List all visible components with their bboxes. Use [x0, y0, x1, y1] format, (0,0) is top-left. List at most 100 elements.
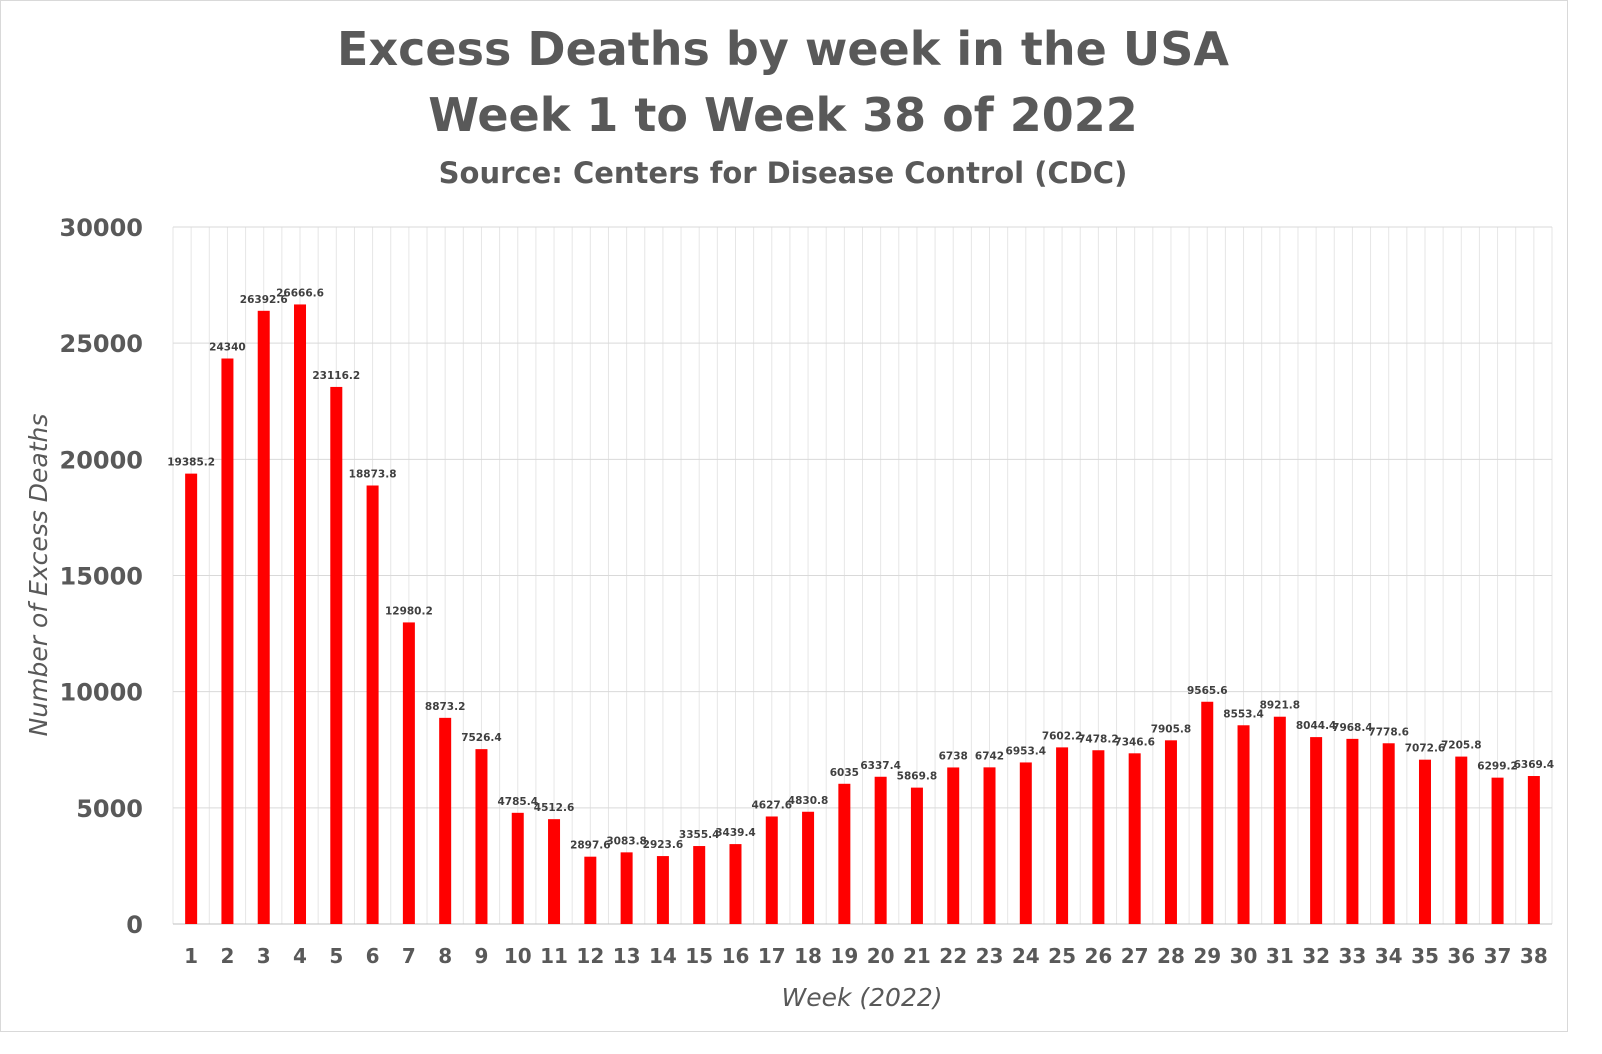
chart-subtitle: Week 1 to Week 38 of 2022	[428, 88, 1138, 142]
bar-week-11	[548, 819, 561, 924]
x-tick-label: 5	[329, 944, 343, 968]
bar-week-6	[366, 485, 379, 924]
chart-title: Excess Deaths by week in the USA	[337, 22, 1229, 76]
x-tick-label: 32	[1302, 944, 1330, 968]
bar-week-29	[1201, 701, 1214, 924]
bar-week-14	[656, 856, 669, 924]
x-tick-label: 36	[1447, 944, 1475, 968]
x-tick-label: 9	[474, 944, 488, 968]
bar-week-7	[402, 622, 415, 924]
bar-week-8	[439, 717, 452, 924]
x-tick-label: 25	[1048, 944, 1076, 968]
x-tick-label: 11	[540, 944, 568, 968]
bar-week-2	[221, 358, 234, 924]
bar-week-4	[294, 304, 307, 924]
x-tick-label: 1	[184, 944, 198, 968]
x-tick-label: 20	[867, 944, 895, 968]
bar-week-37	[1491, 777, 1504, 924]
data-label: 7778.6	[1368, 726, 1409, 738]
y-axis-ticks: 0 5000 10000 15000 20000 25000 30000	[60, 214, 144, 939]
x-tick-label: 35	[1411, 944, 1439, 968]
x-tick-label: 6	[366, 944, 380, 968]
data-label: 26666.6	[276, 287, 324, 299]
x-tick-label: 30	[1230, 944, 1258, 968]
data-label: 3083.8	[606, 835, 647, 847]
x-tick-label: 31	[1266, 944, 1294, 968]
x-tick-label: 19	[830, 944, 858, 968]
bar-week-22	[947, 767, 960, 924]
x-tick-label: 17	[758, 944, 786, 968]
x-tick-label: 10	[504, 944, 532, 968]
bar-week-25	[1056, 747, 1069, 924]
data-label: 6369.4	[1514, 759, 1555, 771]
bar-week-24	[1019, 762, 1032, 924]
x-tick-label: 2	[220, 944, 234, 968]
data-label: 8553.4	[1223, 708, 1264, 720]
bar-week-30	[1237, 725, 1250, 924]
data-label: 6337.4	[860, 760, 901, 772]
y-tick-label: 15000	[60, 563, 144, 591]
bar-week-33	[1346, 738, 1359, 924]
bar-week-21	[910, 787, 923, 924]
data-label: 7968.4	[1332, 722, 1373, 734]
data-label: 7205.8	[1441, 740, 1482, 752]
y-tick-label: 30000	[60, 214, 144, 242]
data-label: 8873.2	[425, 701, 466, 713]
bar-week-32	[1310, 737, 1323, 924]
data-label: 8044.4	[1296, 720, 1337, 732]
data-label: 7526.4	[461, 732, 502, 744]
x-tick-label: 16	[722, 944, 750, 968]
data-label: 3355.4	[679, 829, 720, 841]
bars	[185, 304, 1540, 925]
data-label: 18873.8	[349, 468, 397, 480]
bar-week-10	[511, 812, 524, 924]
data-label: 4627.6	[752, 799, 793, 811]
x-axis-label: Week (2022)	[781, 983, 942, 1012]
x-tick-label: 7	[402, 944, 416, 968]
x-tick-label: 21	[903, 944, 931, 968]
x-tick-label: 22	[939, 944, 967, 968]
data-label: 7346.6	[1114, 736, 1155, 748]
y-tick-label: 20000	[60, 446, 144, 474]
x-tick-label: 29	[1193, 944, 1221, 968]
data-label: 4830.8	[788, 795, 829, 807]
data-label: 6035	[830, 767, 859, 779]
data-label: 6738	[939, 750, 968, 762]
data-label: 7602.2	[1042, 730, 1083, 742]
data-label: 23116.2	[312, 370, 360, 382]
x-tick-label: 28	[1157, 944, 1185, 968]
data-label: 26392.6	[240, 294, 288, 306]
bar-week-12	[584, 856, 597, 924]
bar-week-3	[257, 310, 270, 925]
bar-week-1	[185, 473, 198, 924]
data-label: 7478.2	[1078, 733, 1119, 745]
x-tick-label: 3	[257, 944, 271, 968]
bar-week-23	[983, 767, 996, 924]
data-label: 2923.6	[643, 839, 684, 851]
data-label: 19385.2	[167, 457, 215, 469]
y-tick-label: 10000	[60, 679, 144, 707]
bar-week-9	[475, 749, 488, 924]
gridlines	[172, 226, 1553, 925]
bar-week-13	[620, 852, 633, 924]
x-tick-label: 15	[685, 944, 713, 968]
bar-week-15	[693, 846, 706, 924]
data-label: 2897.6	[570, 840, 611, 852]
bar-week-31	[1273, 716, 1286, 924]
data-label: 6953.4	[1006, 745, 1047, 757]
data-label: 6299.2	[1477, 761, 1518, 773]
chart-source: Source: Centers for Disease Control (CDC…	[438, 156, 1128, 190]
bar-week-35	[1418, 759, 1431, 924]
x-tick-label: 38	[1520, 944, 1548, 968]
x-tick-label: 18	[794, 944, 822, 968]
data-label: 5869.8	[897, 771, 938, 783]
data-label: 24340	[209, 342, 246, 354]
bar-week-26	[1092, 750, 1105, 924]
x-tick-label: 24	[1012, 944, 1040, 968]
data-label: 4512.6	[534, 802, 575, 814]
bar-week-19	[838, 783, 851, 924]
data-label: 7072.6	[1405, 743, 1446, 755]
bar-week-20	[874, 776, 887, 924]
data-label: 9565.6	[1187, 685, 1228, 697]
